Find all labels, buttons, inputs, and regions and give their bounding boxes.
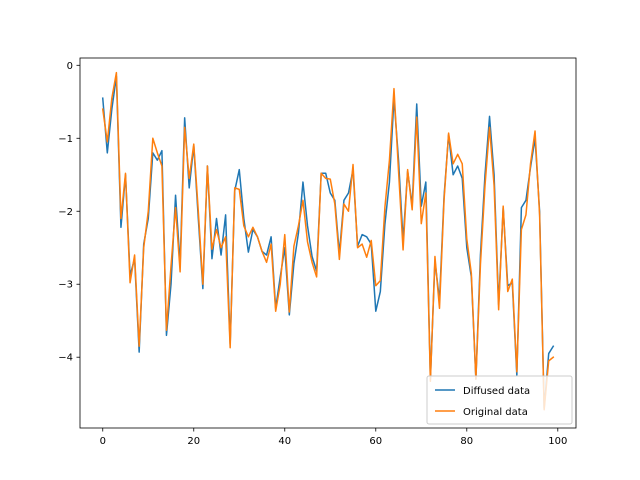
legend-box xyxy=(426,375,573,425)
x-tick-label-2: 40 xyxy=(278,436,291,447)
y-tick-label-4: −4 xyxy=(58,353,73,364)
x-tick-label-5: 100 xyxy=(548,436,567,447)
y-tick-label-3: −3 xyxy=(58,280,73,291)
plot-area xyxy=(80,58,576,428)
y-tick-label-1: −1 xyxy=(58,134,73,145)
x-tick-label-4: 80 xyxy=(460,436,473,447)
x-tick-label-3: 60 xyxy=(369,436,382,447)
x-tick-label-0: 0 xyxy=(100,436,106,447)
series-line-1 xyxy=(101,71,555,411)
legend-label-0: Diffused data xyxy=(463,386,530,397)
legend: Diffused data Original data xyxy=(426,375,573,425)
axes-layer: 0 20 40 60 80 100 0 −1 −2 −3 −4 xyxy=(58,61,567,447)
y-tick-label-0: 0 xyxy=(67,61,73,72)
plot-frame xyxy=(79,57,577,429)
x-tick-label-1: 20 xyxy=(187,436,200,447)
legend-label-1: Original data xyxy=(463,407,528,418)
series-layer xyxy=(101,71,555,411)
y-tick-label-2: −2 xyxy=(58,207,73,218)
